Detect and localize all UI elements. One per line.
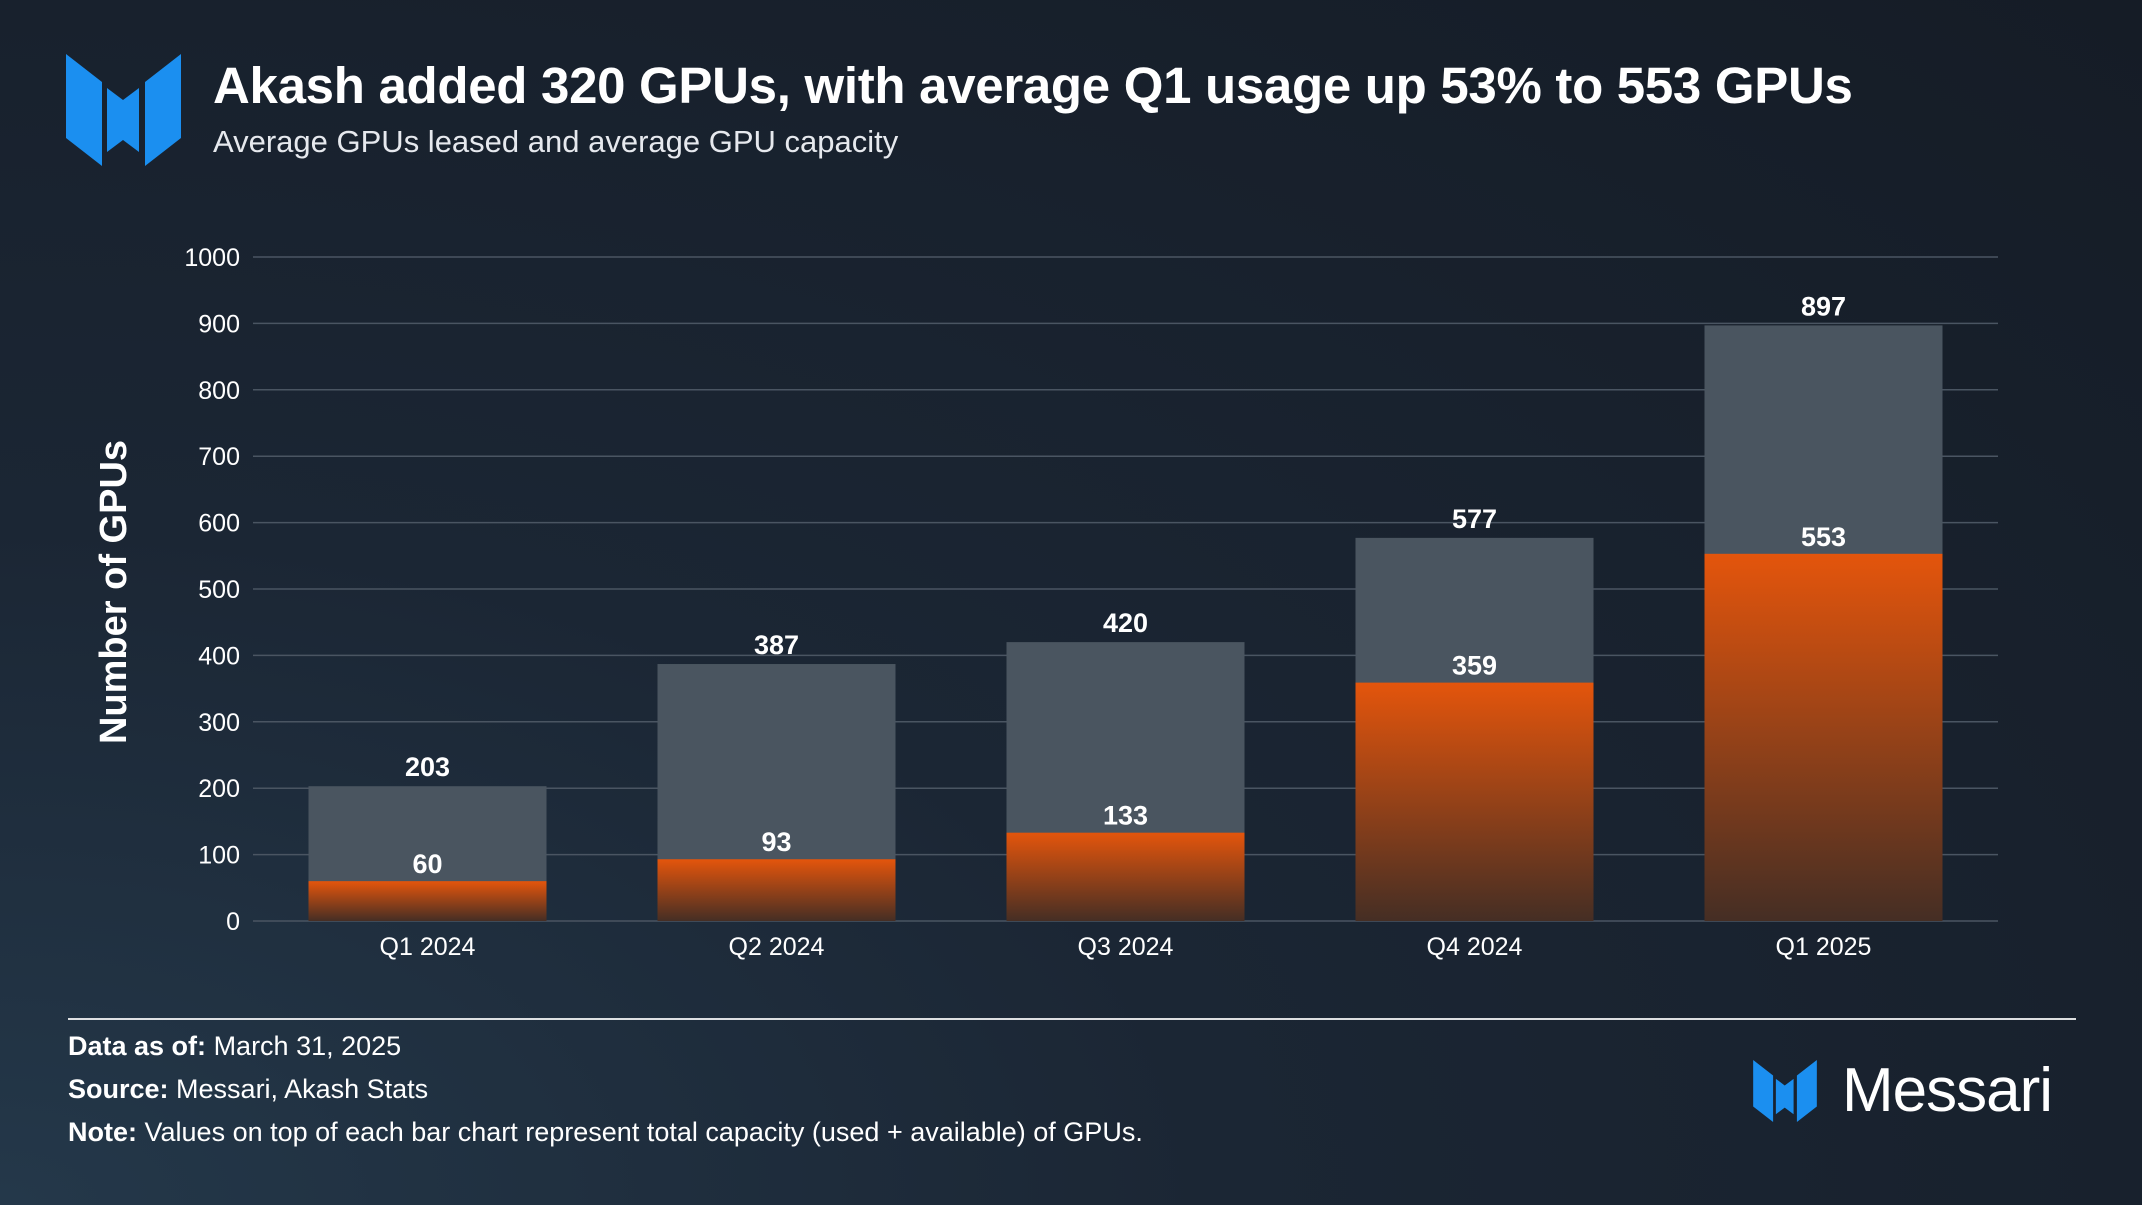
footer-divider-right [1075,1018,2076,1020]
y-tick-label: 0 [226,908,240,936]
leased-data-label: 359 [1452,651,1497,681]
data-labels: 203 60 387 93 420 133 577 359 897 553 [405,291,1846,879]
data-date-value: March 31, 2025 [213,1031,402,1061]
data-date-note: Data as of: March 31, 2025 [68,1031,401,1062]
capacity-data-label: 203 [405,752,450,782]
brand-name: Messari [1842,1056,2053,1125]
bar-leased [657,859,896,921]
y-axis-label: Number of GPUs [93,440,135,744]
leased-data-label: 553 [1801,522,1846,552]
leased-data-label: 60 [412,849,442,879]
source-label: Source: [68,1074,169,1104]
note: Note: Values on top of each bar chart re… [68,1117,1143,1148]
source-note: Source: Messari, Akash Stats [68,1074,428,1105]
messari-logo-icon [66,54,181,166]
chart-subtitle: Average GPUs leased and average GPU capa… [213,124,899,159]
y-tick-label: 400 [198,642,240,670]
x-tick-label: Q3 2024 [1078,933,1174,961]
y-axis-ticks: 0 100 200 300 400 500 600 700 800 900 1000 [184,244,240,936]
y-tick-label: 100 [198,842,240,870]
y-tick-label: 800 [198,377,240,405]
bar-leased [308,881,547,921]
data-date-label: Data as of: [68,1031,207,1061]
messari-brand-icon [1753,1060,1817,1122]
footer-divider [68,1018,1075,1020]
capacity-data-label: 577 [1452,504,1497,534]
note-value: Values on top of each bar chart represen… [144,1117,1143,1147]
bar-leased [1704,553,1943,921]
x-axis-ticks: Q1 2024 Q2 2024 Q3 2024 Q4 2024 Q1 2025 [380,933,1872,961]
x-tick-label: Q2 2024 [729,933,825,961]
capacity-data-label: 897 [1801,291,1846,321]
y-tick-label: 900 [198,310,240,338]
y-tick-label: 1000 [184,244,240,272]
y-tick-label: 700 [198,443,240,471]
y-tick-label: 600 [198,510,240,538]
messari-brand: Messari [1752,1055,2082,1125]
chart-title: Akash added 320 GPUs, with average Q1 us… [213,57,1853,114]
y-tick-label: 500 [198,576,240,604]
bar-leased [1355,682,1594,921]
capacity-data-label: 387 [754,630,799,660]
source-value: Messari, Akash Stats [176,1074,429,1104]
capacity-data-label: 420 [1103,608,1148,638]
x-tick-label: Q1 2024 [380,933,476,961]
y-tick-label: 300 [198,709,240,737]
leased-data-label: 93 [761,827,791,857]
y-tick-label: 200 [198,775,240,803]
leased-data-label: 133 [1103,801,1148,831]
x-tick-label: Q1 2025 [1776,933,1872,961]
bar-leased [1006,832,1245,921]
note-label: Note: [68,1117,137,1147]
x-tick-label: Q4 2024 [1427,933,1523,961]
bars [308,325,1943,922]
